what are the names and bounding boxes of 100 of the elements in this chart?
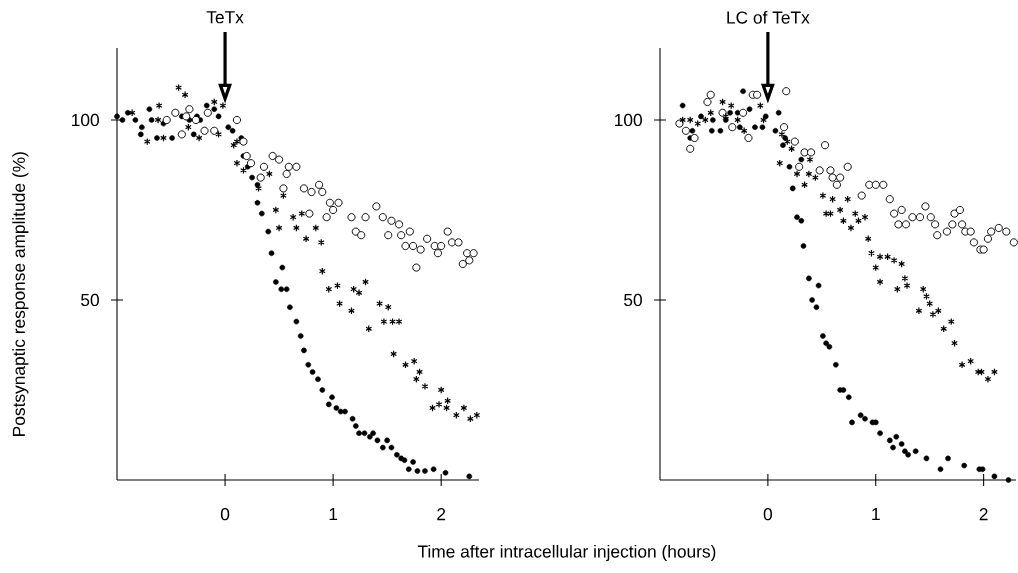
point [454, 238, 463, 247]
point [210, 98, 218, 106]
point [171, 108, 180, 117]
point [862, 415, 868, 422]
point [694, 119, 702, 128]
point [412, 375, 420, 383]
point [318, 187, 327, 197]
point [690, 133, 699, 143]
point [182, 112, 191, 121]
point [832, 180, 841, 189]
point [336, 299, 343, 308]
point [317, 238, 325, 247]
point [753, 90, 762, 99]
point [154, 116, 162, 124]
point [820, 333, 826, 339]
point [772, 127, 779, 134]
point [706, 90, 715, 99]
point [737, 124, 743, 130]
point [409, 241, 418, 251]
point [203, 108, 212, 117]
point [282, 169, 291, 179]
point [443, 227, 452, 236]
point [987, 227, 996, 236]
point [847, 224, 855, 232]
point [806, 155, 814, 164]
y-tick-label: 100 [72, 113, 99, 127]
point [719, 98, 726, 106]
point [868, 249, 875, 257]
point [177, 130, 186, 139]
point [805, 170, 813, 178]
point [872, 263, 880, 272]
point [289, 213, 297, 221]
point [361, 213, 370, 222]
point [437, 241, 446, 251]
point [397, 231, 406, 240]
point [416, 245, 425, 254]
point [894, 220, 903, 229]
point [845, 394, 852, 400]
point [836, 206, 844, 214]
point [405, 227, 414, 236]
point [315, 180, 324, 189]
point [710, 117, 716, 123]
point [240, 166, 247, 175]
point [734, 116, 742, 124]
point [412, 263, 421, 272]
point [698, 113, 704, 120]
point [937, 466, 944, 472]
point [890, 209, 899, 218]
point [967, 357, 975, 365]
point [923, 455, 930, 462]
point [390, 350, 397, 358]
point [886, 437, 893, 444]
point [978, 368, 985, 376]
point [266, 170, 273, 178]
point [991, 368, 998, 376]
point [947, 317, 955, 326]
point [268, 151, 277, 161]
point [931, 220, 940, 229]
point [828, 173, 837, 182]
point [746, 106, 753, 112]
point [181, 90, 189, 99]
point [460, 404, 468, 412]
point [325, 285, 333, 293]
point [756, 101, 764, 110]
point [185, 105, 194, 114]
point [933, 231, 942, 240]
point [302, 234, 310, 243]
point [279, 184, 288, 193]
x-tick-label: 1 [872, 508, 880, 520]
point [901, 220, 911, 229]
chart-title: TeTx [206, 11, 244, 24]
point [898, 260, 906, 268]
point [826, 343, 833, 350]
point [679, 116, 687, 124]
point [175, 83, 182, 92]
point [384, 231, 393, 240]
point [782, 87, 791, 96]
point [401, 241, 410, 251]
point [246, 159, 256, 168]
point [325, 198, 334, 207]
point [703, 97, 712, 107]
point [811, 173, 819, 182]
point [819, 191, 827, 200]
chart-title: LC of TeTx [727, 10, 810, 24]
point [780, 142, 786, 148]
point [806, 275, 812, 282]
point [871, 180, 880, 189]
point [955, 205, 964, 215]
point [876, 252, 884, 261]
point [966, 227, 975, 236]
point [447, 238, 457, 247]
point [348, 306, 355, 315]
point [307, 187, 316, 197]
point [444, 396, 452, 405]
point [191, 115, 200, 125]
point [951, 339, 958, 347]
point [233, 137, 241, 146]
point [815, 282, 822, 289]
point [815, 166, 824, 175]
point [362, 278, 369, 286]
